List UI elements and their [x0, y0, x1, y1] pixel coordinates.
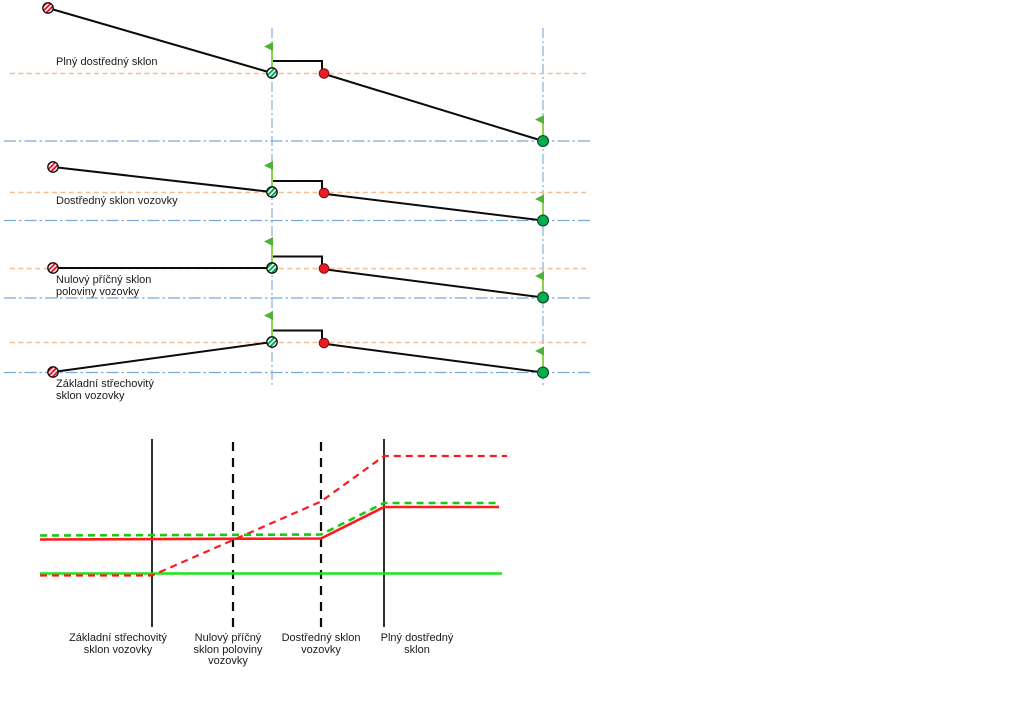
label-line: Dostředný sklon — [281, 632, 361, 644]
label-line: poloviny vozovky — [56, 285, 140, 298]
section-label-centripetal-slope-roadway: Dostředný sklon vozovky — [56, 195, 178, 208]
stage-label-basic-roof-slope: Základní střechovitý sklon vozovky — [69, 632, 167, 656]
label-line: sklon — [404, 643, 430, 656]
stage-label-centripetal-slope-roadway: Dostředný sklon vozovky — [281, 632, 361, 656]
label-line: Základní střechovitý — [69, 632, 167, 644]
label-line: Nulový příčný sklon — [56, 274, 152, 286]
label-line: vozovky — [208, 655, 248, 667]
stage-label-full-centripetal-slope: Plný dostředný sklon — [380, 632, 454, 656]
label-line: Plný dostředný — [380, 632, 454, 644]
label-line: vozovky — [301, 643, 341, 656]
section-label-zero-cross-slope: Nulový příčný sklon poloviny vozovky — [56, 274, 152, 298]
section-label-basic-roof-slope: Základní střechovitý sklon vozovky — [56, 378, 154, 402]
label-line: Základní střechovitý — [56, 378, 154, 390]
label-line: Dostředný sklon vozovky — [56, 195, 178, 207]
stage-label-zero-cross-slope: Nulový příčný sklon poloviny vozovky — [193, 632, 263, 668]
label-line: sklon vozovky — [83, 643, 153, 656]
section-label-full-centripetal-slope: Plný dostředný sklon — [56, 56, 158, 69]
label-line: sklon poloviny — [193, 643, 263, 656]
label-line: Nulový příčný — [194, 632, 262, 644]
label-line: Plný dostředný sklon — [56, 56, 158, 68]
label-line: sklon vozovky — [56, 389, 125, 402]
